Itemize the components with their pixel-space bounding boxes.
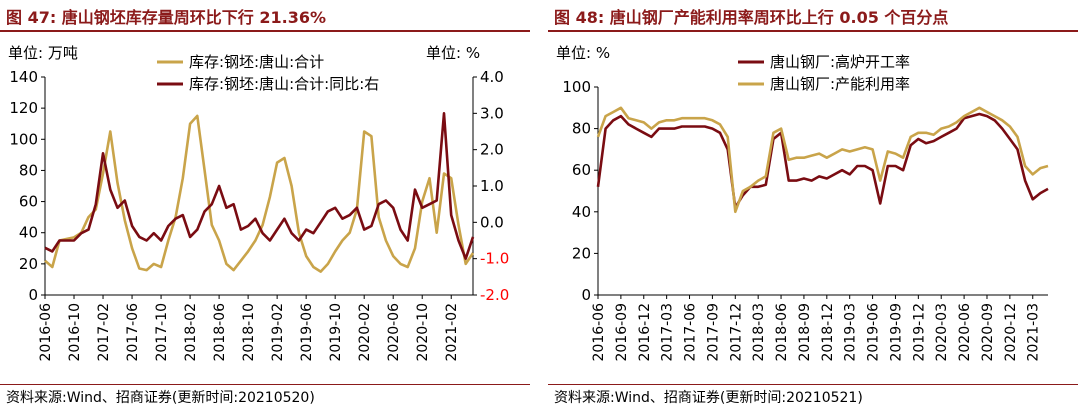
source-rule (0, 384, 530, 385)
x-tick-label: 2021-02 (444, 303, 460, 362)
source-note: 资料来源:Wind、招商证券(更新时间:20210521) (554, 390, 863, 406)
source-rule (548, 384, 1078, 385)
x-tick-label: 2016-06 (591, 303, 607, 362)
y-right-tick-label: 1.0 (480, 177, 504, 195)
x-tick-label: 2018-12 (820, 303, 836, 362)
x-tick-label: 2018-10 (241, 303, 257, 362)
unit-label-left: 单位: 万吨 (8, 44, 78, 62)
series-line (596, 112, 1049, 209)
x-tick-label: 2020-03 (934, 303, 950, 362)
y-tick-label: 60 (19, 193, 38, 211)
x-tick-label: 2016-10 (67, 303, 83, 362)
panel-utilization: 图 48: 唐山钢厂产能利用率周环比上行 0.05 个百分点 0 20 40 60 80… (548, 0, 1078, 412)
x-tick-label: 2018-06 (212, 303, 228, 362)
x-tick-label: 2020-06 (957, 303, 973, 362)
y-right-tick-label: 4.0 (480, 68, 504, 86)
unit-label-left: 单位: % (556, 44, 610, 62)
x-tick-label: 2018-02 (183, 303, 199, 362)
series-line (44, 112, 475, 260)
x-tick-label: 2020-09 (980, 303, 996, 362)
y-right-tick-label: 2.0 (480, 141, 504, 159)
utilization-chart: 0 20 40 60 80 100 2016-06 2016-09 2016-12 2017-03… (556, 44, 1049, 362)
x-tick-label: 2016-09 (614, 303, 630, 362)
x-tick-label: 2016-06 (38, 303, 54, 362)
source-note: 资料来源:Wind、招商证券(更新时间:20210520) (6, 390, 315, 406)
series-line (596, 106, 1049, 214)
y-tick-label: 100 (562, 78, 591, 96)
y-tick-label: 0 (28, 286, 38, 304)
y-right-tick-label: -2.0 (480, 286, 509, 304)
x-tick-label: 2020-02 (357, 303, 373, 362)
x-tick-label: 2019-02 (270, 303, 286, 362)
x-tick-label: 2017-09 (705, 303, 721, 362)
figure-title: 图 48: 唐山钢厂产能利用率周环比上行 0.05 个百分点 (554, 8, 949, 27)
y-tick-label: 100 (9, 130, 38, 148)
y-right-tick-label: 0.0 (480, 213, 504, 231)
x-tick-label: 2019-06 (866, 303, 882, 362)
x-tick-label: 2018-06 (774, 303, 790, 362)
y-tick-label: 40 (572, 203, 591, 221)
x-tick-label: 2020-06 (386, 303, 402, 362)
x-tick-label: 2017-02 (96, 303, 112, 362)
y-tick-label: 80 (572, 120, 591, 138)
y-tick-label: 120 (9, 99, 38, 117)
x-tick-label: 2020-10 (415, 303, 431, 362)
figure-title: 图 47: 唐山钢坯库存量周环比下行 21.36% (6, 8, 327, 27)
legend-label: 库存:钢坯:唐山:合计 (189, 53, 324, 71)
series-line (44, 114, 475, 273)
x-tick-label: 2019-10 (328, 303, 344, 362)
legend-label: 唐山钢厂:高炉开工率 (770, 53, 910, 71)
title-rule (0, 30, 530, 32)
y-right-tick-label: -1.0 (480, 250, 509, 268)
y-tick-label: 60 (572, 161, 591, 179)
y-tick-label: 0 (581, 286, 591, 304)
x-tick-label: 2018-03 (751, 303, 767, 362)
y-tick-label: 40 (19, 224, 38, 242)
y-tick-label: 80 (19, 161, 38, 179)
x-tick-label: 2019-03 (843, 303, 859, 362)
legend-label: 唐山钢厂:产能利用率 (770, 75, 910, 93)
x-tick-label: 2019-09 (888, 303, 904, 362)
x-tick-label: 2019-06 (299, 303, 315, 362)
title-rule (548, 30, 1078, 32)
y-right-tick-label: 3.0 (480, 104, 504, 122)
unit-label-right: 单位: % (426, 44, 480, 62)
panel-inventory: 图 47: 唐山钢坯库存量周环比下行 21.36% 0 20 40 60 80 100 12… (0, 0, 530, 412)
legend-label: 库存:钢坯:唐山:合计:同比:右 (189, 75, 379, 93)
x-tick-label: 2017-10 (154, 303, 170, 362)
x-tick-label: 2018-09 (797, 303, 813, 362)
x-tick-label: 2021-03 (1026, 303, 1042, 362)
x-tick-label: 2017-06 (125, 303, 141, 362)
y-tick-label: 20 (19, 255, 38, 273)
x-tick-label: 2017-03 (660, 303, 676, 362)
x-tick-label: 2016-12 (637, 303, 653, 362)
x-tick-label: 2019-12 (911, 303, 927, 362)
x-tick-label: 2017-06 (683, 303, 699, 362)
inventory-chart: 0 20 40 60 80 100 120 140 -2.0 -1.0 0.0 1.0 2.0 3.0 4.… (8, 44, 509, 362)
y-tick-label: 20 (572, 244, 591, 262)
x-tick-label: 2017-12 (728, 303, 744, 362)
x-tick-label: 2020-12 (1003, 303, 1019, 362)
y-tick-label: 140 (9, 68, 38, 86)
